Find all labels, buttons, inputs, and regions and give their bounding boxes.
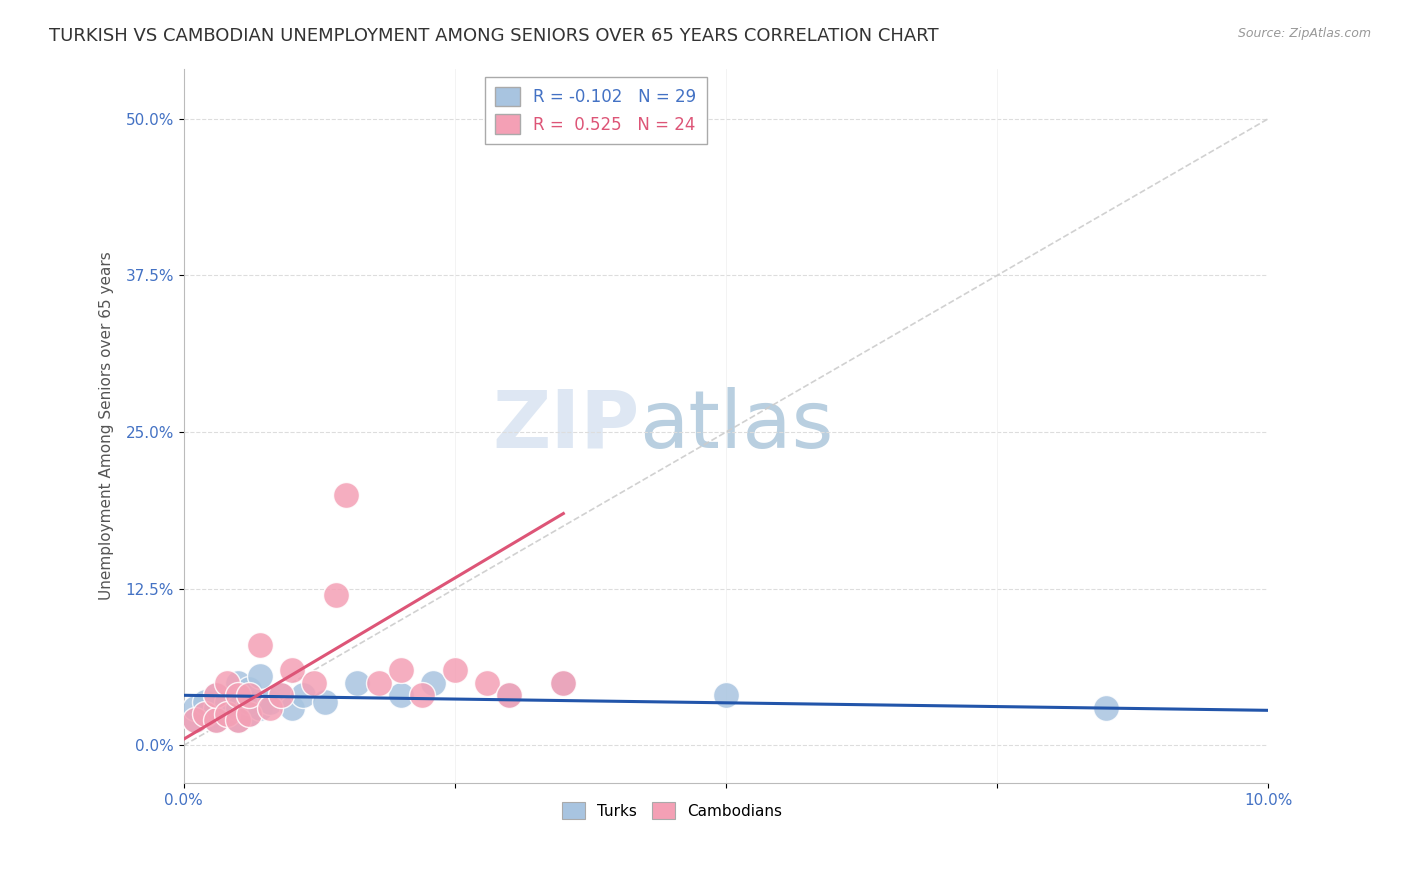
Point <box>217 707 239 722</box>
Point <box>183 701 205 715</box>
Point <box>238 681 260 696</box>
Point <box>270 688 292 702</box>
Point <box>194 695 217 709</box>
Point <box>205 714 228 728</box>
Point <box>281 663 304 677</box>
Point <box>553 675 575 690</box>
Point <box>1094 701 1116 715</box>
Point <box>302 675 325 690</box>
Text: ZIP: ZIP <box>492 387 640 465</box>
Point <box>498 688 520 702</box>
Legend: Turks, Cambodians: Turks, Cambodians <box>555 796 789 825</box>
Point <box>389 663 412 677</box>
Point <box>249 701 271 715</box>
Point <box>249 638 271 652</box>
Point <box>444 663 467 677</box>
Point <box>205 701 228 715</box>
Point <box>217 707 239 722</box>
Point <box>259 695 281 709</box>
Point <box>226 714 249 728</box>
Point <box>238 707 260 722</box>
Point <box>270 688 292 702</box>
Point <box>238 707 260 722</box>
Point <box>194 707 217 722</box>
Point <box>325 588 347 602</box>
Point <box>389 688 412 702</box>
Point <box>226 701 249 715</box>
Point <box>205 714 228 728</box>
Point <box>314 695 336 709</box>
Point <box>226 688 249 702</box>
Point <box>238 695 260 709</box>
Point <box>259 701 281 715</box>
Point <box>217 695 239 709</box>
Point <box>238 688 260 702</box>
Point <box>498 688 520 702</box>
Point <box>205 688 228 702</box>
Point <box>553 675 575 690</box>
Point <box>714 688 737 702</box>
Y-axis label: Unemployment Among Seniors over 65 years: Unemployment Among Seniors over 65 years <box>100 252 114 600</box>
Point <box>411 688 433 702</box>
Point <box>292 688 315 702</box>
Point <box>281 701 304 715</box>
Text: Source: ZipAtlas.com: Source: ZipAtlas.com <box>1237 27 1371 40</box>
Point <box>226 714 249 728</box>
Text: atlas: atlas <box>640 387 834 465</box>
Point <box>205 688 228 702</box>
Point <box>226 675 249 690</box>
Point <box>194 707 217 722</box>
Point <box>249 669 271 683</box>
Point <box>335 488 357 502</box>
Point <box>217 675 239 690</box>
Point <box>422 675 444 690</box>
Point <box>346 675 368 690</box>
Point <box>183 714 205 728</box>
Point <box>183 714 205 728</box>
Point <box>477 675 499 690</box>
Point <box>368 675 391 690</box>
Text: TURKISH VS CAMBODIAN UNEMPLOYMENT AMONG SENIORS OVER 65 YEARS CORRELATION CHART: TURKISH VS CAMBODIAN UNEMPLOYMENT AMONG … <box>49 27 939 45</box>
